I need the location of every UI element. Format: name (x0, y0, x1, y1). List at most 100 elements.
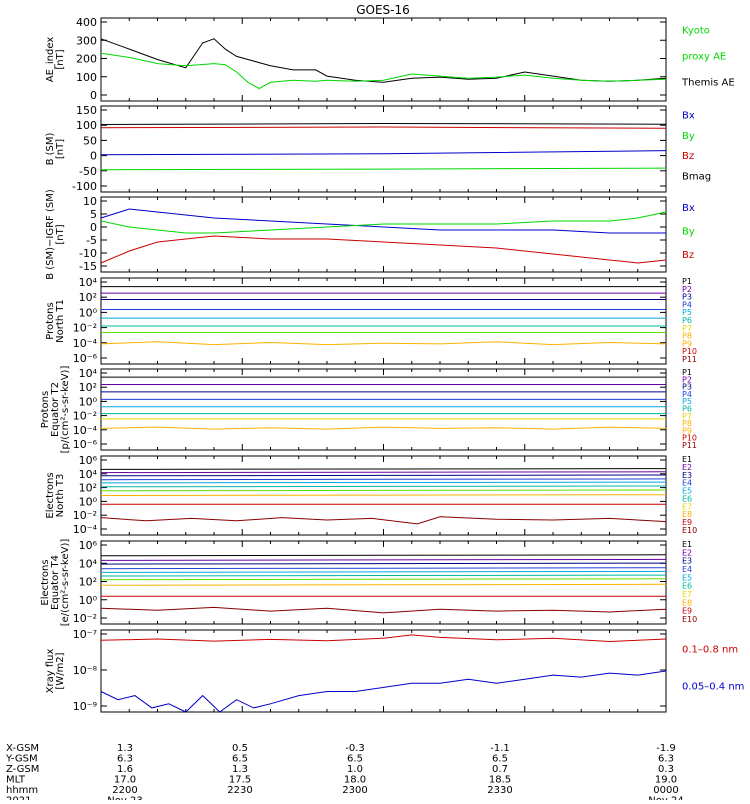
panel-frame (100, 196, 667, 273)
footer-cell: 18.5 (489, 775, 511, 786)
legend-label: P1 (682, 277, 692, 286)
ytick-label: 10⁻² (73, 509, 97, 522)
y-axis-label: Equator T4 (50, 555, 61, 610)
footer-cell: Nov 23 (107, 796, 142, 801)
panel-frame (100, 368, 667, 451)
y-axis-label: Protons (40, 391, 51, 428)
legend-label: P8 (682, 419, 692, 428)
y-axis-label: [nT] (55, 139, 66, 159)
ytick-label: -100 (72, 180, 97, 193)
ytick-label: 10⁴ (79, 468, 98, 481)
ytick-label: 300 (76, 34, 97, 47)
legend-label: P7 (682, 324, 692, 333)
series-e6 (100, 574, 667, 577)
footer-row-label: MLT (6, 775, 26, 786)
legend-label: P2 (682, 375, 692, 384)
ytick-label: 10² (79, 381, 97, 394)
legend-label: 0.05–0.4 nm (682, 682, 744, 693)
panel-frame (100, 17, 667, 102)
y-axis-label: B (SM) (45, 132, 56, 165)
panel-bsm: 150 100 50 0 -50 -100 B (SM) [nT] Bx By Bz Bmag (45, 104, 711, 193)
footer-cell: 0000 (653, 785, 678, 796)
footer-row-label: X-GSM (6, 743, 39, 754)
ytick-label: -10 (79, 247, 97, 260)
ytick-label: 10⁻⁶ (73, 438, 98, 451)
footer-cell: 6.5 (232, 754, 248, 765)
footer-cell: 1.0 (347, 764, 363, 775)
ytick-label: 10⁻⁴ (73, 523, 98, 536)
ytick-label: 10⁴ (79, 276, 98, 289)
legend-label: By (682, 227, 695, 238)
y-axis-label: [nT] (55, 49, 66, 69)
footer-cell: -1.1 (490, 743, 510, 754)
footer-cell: 0.5 (232, 743, 248, 754)
ytick-label: -15 (79, 260, 97, 273)
legend-label: P5 (682, 308, 692, 317)
series-by (100, 211, 667, 234)
legend-label: E4 (682, 479, 692, 488)
ytick-label: 0 (90, 221, 97, 234)
y-axis-label: [e/(cm²-s-sr-keV)] (60, 539, 71, 627)
series-e7 (100, 578, 667, 581)
legend-label: P8 (682, 332, 692, 341)
series-e2 (100, 471, 667, 474)
legend-label: P10 (682, 434, 697, 443)
series-e4 (100, 567, 667, 570)
legend-label: E6 (682, 494, 692, 503)
legend-label: E8 (682, 598, 692, 607)
footer-cell: 17.0 (114, 775, 136, 786)
series-e10 (100, 606, 667, 614)
series-e10 (100, 516, 667, 525)
series-e8 (100, 583, 667, 586)
y-axis-label: AE_index (45, 37, 56, 83)
legend-label: Kyoto (682, 26, 710, 37)
ytick-label: -50 (79, 165, 97, 178)
series-e1 (100, 468, 667, 470)
legend-label: E9 (682, 518, 692, 527)
panel-xray: 10⁻⁷ 10⁻⁸ 10⁻⁹ Xray flux [W/m2] 0.1–0.8 nm 0.0… (45, 628, 744, 713)
legend-label: P6 (682, 405, 692, 414)
legend-label: E3 (682, 557, 692, 566)
legend-label: E8 (682, 510, 692, 519)
series-e6 (100, 485, 667, 488)
ytick-label: 200 (76, 53, 97, 66)
y-axis-label: North T1 (55, 299, 66, 343)
ytick-label: 10² (79, 291, 97, 304)
series-bx (100, 208, 666, 234)
panel-ae: 400 300 200 100 0 AE_index [nT] Kyoto proxy AE Th… (45, 16, 735, 102)
footer-cell: 2300 (342, 785, 367, 796)
ytick-label: 10⁰ (79, 306, 98, 319)
footer-cell: 0.3 (658, 764, 674, 775)
legend-label: P11 (682, 441, 697, 450)
legend-label: E7 (682, 590, 692, 599)
legend-label: 0.1–0.8 nm (682, 644, 738, 655)
series-p8 (100, 341, 667, 346)
ytick-label: 10⁻⁷ (73, 628, 97, 641)
ytick-label: 10⁻⁸ (73, 664, 98, 677)
footer-cell: 2330 (487, 785, 512, 796)
series-bmag (100, 122, 667, 125)
footer-cell: 18.0 (344, 775, 366, 786)
ytick-label: 50 (83, 134, 97, 147)
legend-label: P6 (682, 316, 692, 325)
legend-label: E10 (682, 615, 697, 624)
ytick-label: 10⁰ (79, 495, 98, 508)
ytick-label: 10⁰ (79, 594, 98, 607)
panel-pn: 10⁴ 10² 10⁰ 10⁻² 10⁻⁴ 10⁻⁶ Protons North T1 P1P2… (45, 276, 697, 365)
ytick-label: 0 (90, 150, 97, 163)
footer-cell: 1.3 (117, 743, 133, 754)
legend-label: P3 (682, 293, 692, 302)
legend-label: By (682, 131, 695, 142)
y-axis-label: Xray flux (45, 649, 56, 694)
legend-label: E1 (682, 455, 692, 464)
legend-label: P10 (682, 347, 697, 356)
y-axis-label: [p/(cm²-s-sr-keV)] (60, 366, 71, 454)
legend-label: Bz (682, 151, 694, 162)
legend-label: proxy AE (682, 52, 726, 63)
series-bz (100, 126, 667, 129)
ytick-label: 10² (79, 576, 97, 589)
ytick-label: 150 (76, 104, 97, 117)
